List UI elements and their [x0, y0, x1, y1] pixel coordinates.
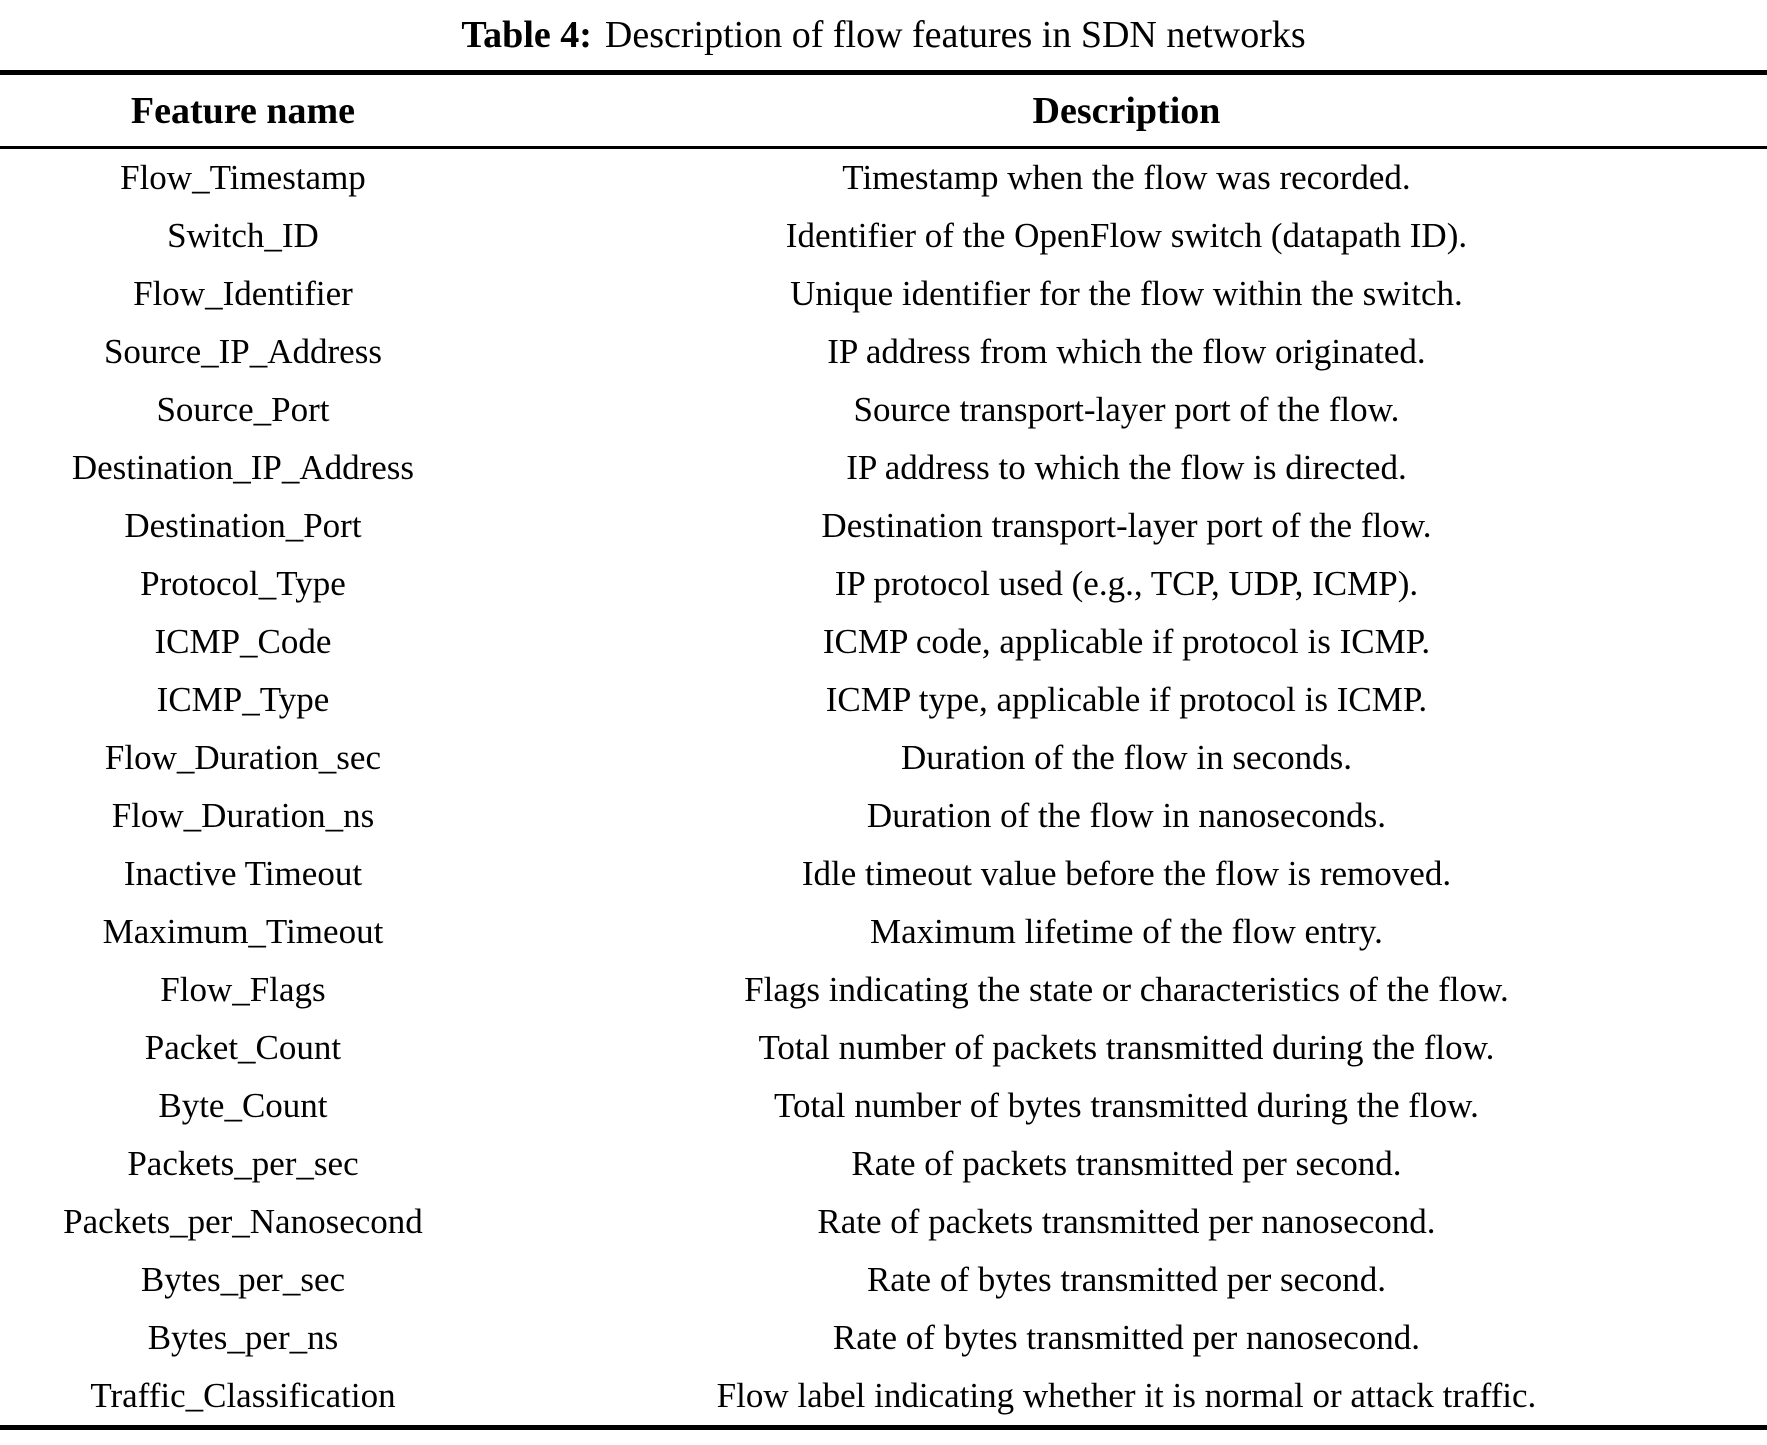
table-row: Bytes_per_ns Rate of bytes transmitted p… — [0, 1309, 1767, 1367]
table-row: Flow_Flags Flags indicating the state or… — [0, 961, 1767, 1019]
table-body: Flow_Timestamp Timestamp when the flow w… — [0, 148, 1767, 1428]
table-caption: Table 4: Description of flow features in… — [0, 0, 1767, 70]
feature-description-cell: IP protocol used (e.g., TCP, UDP, ICMP). — [834, 564, 1419, 603]
feature-name-cell: Inactive Timeout — [123, 854, 363, 893]
feature-name-cell: Source_Port — [156, 390, 330, 429]
feature-name-cell: Flow_Timestamp — [120, 158, 366, 197]
table-row: ICMP_Type ICMP type, applicable if proto… — [0, 671, 1767, 729]
feature-name-cell: Bytes_per_sec — [140, 1260, 346, 1299]
feature-description-cell: Rate of bytes transmitted per nanosecond… — [832, 1318, 1420, 1357]
feature-description-cell: Destination transport-layer port of the … — [821, 506, 1432, 545]
table-row: Destination_IP_Address IP address to whi… — [0, 439, 1767, 497]
description-column-header: Description — [485, 72, 1767, 149]
table-row: Destination_Port Destination transport-l… — [0, 497, 1767, 555]
table-row: Packets_per_sec Rate of packets transmit… — [0, 1135, 1767, 1193]
feature-name-cell: Protocol_Type — [140, 564, 346, 603]
feature-description-cell: Maximum lifetime of the flow entry. — [870, 912, 1383, 951]
feature-name-cell: Flow_Flags — [160, 970, 326, 1009]
feature-name-cell: Flow_Identifier — [133, 274, 353, 313]
table-caption-text: Description of flow features in SDN netw… — [604, 14, 1306, 56]
feature-description-cell: Identifier of the OpenFlow switch (datap… — [785, 216, 1468, 255]
feature-description-cell: IP address to which the flow is directed… — [846, 448, 1407, 487]
feature-description-cell: Timestamp when the flow was recorded. — [842, 158, 1411, 197]
feature-name-cell: Packets_per_sec — [127, 1144, 359, 1183]
feature-description-cell: Duration of the flow in nanoseconds. — [866, 796, 1386, 835]
feature-description-cell: Rate of bytes transmitted per second. — [866, 1260, 1386, 1299]
feature-name-cell: Flow_Duration_ns — [111, 796, 375, 835]
table-caption-label: Table 4: — [461, 14, 592, 56]
table-header: Feature name Description — [0, 72, 1767, 149]
flow-features-table: Feature name Description Flow_Timestamp … — [0, 70, 1767, 1430]
feature-name-cell: Flow_Duration_sec — [104, 738, 381, 777]
table-row: ICMP_Code ICMP code, applicable if proto… — [0, 613, 1767, 671]
feature-name-cell: Packet_Count — [144, 1028, 342, 1067]
feature-description-cell: Unique identifier for the flow within th… — [790, 274, 1463, 313]
feature-description-cell: Flow label indicating whether it is norm… — [716, 1376, 1537, 1415]
feature-description-cell: Total number of packets transmitted duri… — [758, 1028, 1495, 1067]
table-row: Source_IP_Address IP address from which … — [0, 323, 1767, 381]
table-row: Flow_Duration_ns Duration of the flow in… — [0, 787, 1767, 845]
table-row: Flow_Duration_sec Duration of the flow i… — [0, 729, 1767, 787]
feature-name-cell: Destination_Port — [124, 506, 362, 545]
table-row: Source_Port Source transport-layer port … — [0, 381, 1767, 439]
feature-name-cell: Switch_ID — [167, 216, 319, 255]
feature-description-cell: ICMP type, applicable if protocol is ICM… — [825, 680, 1428, 719]
table-row: Maximum_Timeout Maximum lifetime of the … — [0, 903, 1767, 961]
feature-description-cell: Duration of the flow in seconds. — [900, 738, 1352, 777]
feature-name-cell: Destination_IP_Address — [71, 448, 415, 487]
table-row: Traffic_Classification Flow label indica… — [0, 1367, 1767, 1428]
feature-description-cell: ICMP code, applicable if protocol is ICM… — [822, 622, 1431, 661]
feature-description-cell: Idle timeout value before the flow is re… — [801, 854, 1452, 893]
feature-name-cell: ICMP_Type — [156, 680, 330, 719]
feature-name-cell: Traffic_Classification — [90, 1376, 396, 1415]
feature-name-cell: Packets_per_Nanosecond — [63, 1202, 423, 1241]
table-row: Packet_Count Total number of packets tra… — [0, 1019, 1767, 1077]
feature-description-cell: Rate of packets transmitted per nanoseco… — [817, 1202, 1436, 1241]
table-row: Switch_ID Identifier of the OpenFlow swi… — [0, 207, 1767, 265]
feature-name-cell: Source_IP_Address — [103, 332, 382, 371]
feature-name-cell: Maximum_Timeout — [102, 912, 384, 951]
feature-name-cell: Byte_Count — [158, 1086, 328, 1125]
table-row: Protocol_Type IP protocol used (e.g., TC… — [0, 555, 1767, 613]
table-row: Byte_Count Total number of bytes transmi… — [0, 1077, 1767, 1135]
table-header-row: Feature name Description — [0, 72, 1767, 149]
feature-description-cell: Source transport-layer port of the flow. — [853, 390, 1400, 429]
feature-name-column-header: Feature name — [0, 72, 486, 149]
feature-description-cell: IP address from which the flow originate… — [827, 332, 1426, 371]
feature-description-cell: Flags indicating the state or characteri… — [744, 970, 1509, 1009]
feature-description-cell: Total number of bytes transmitted during… — [774, 1086, 1479, 1125]
feature-name-cell: Bytes_per_ns — [147, 1318, 339, 1357]
table-row: Bytes_per_sec Rate of bytes transmitted … — [0, 1251, 1767, 1309]
table-row: Flow_Timestamp Timestamp when the flow w… — [0, 148, 1767, 208]
feature-description-cell: Rate of packets transmitted per second. — [851, 1144, 1402, 1183]
feature-name-cell: ICMP_Code — [154, 622, 332, 661]
table-row: Flow_Identifier Unique identifier for th… — [0, 265, 1767, 323]
table-row: Inactive Timeout Idle timeout value befo… — [0, 845, 1767, 903]
table-row: Packets_per_Nanosecond Rate of packets t… — [0, 1193, 1767, 1251]
